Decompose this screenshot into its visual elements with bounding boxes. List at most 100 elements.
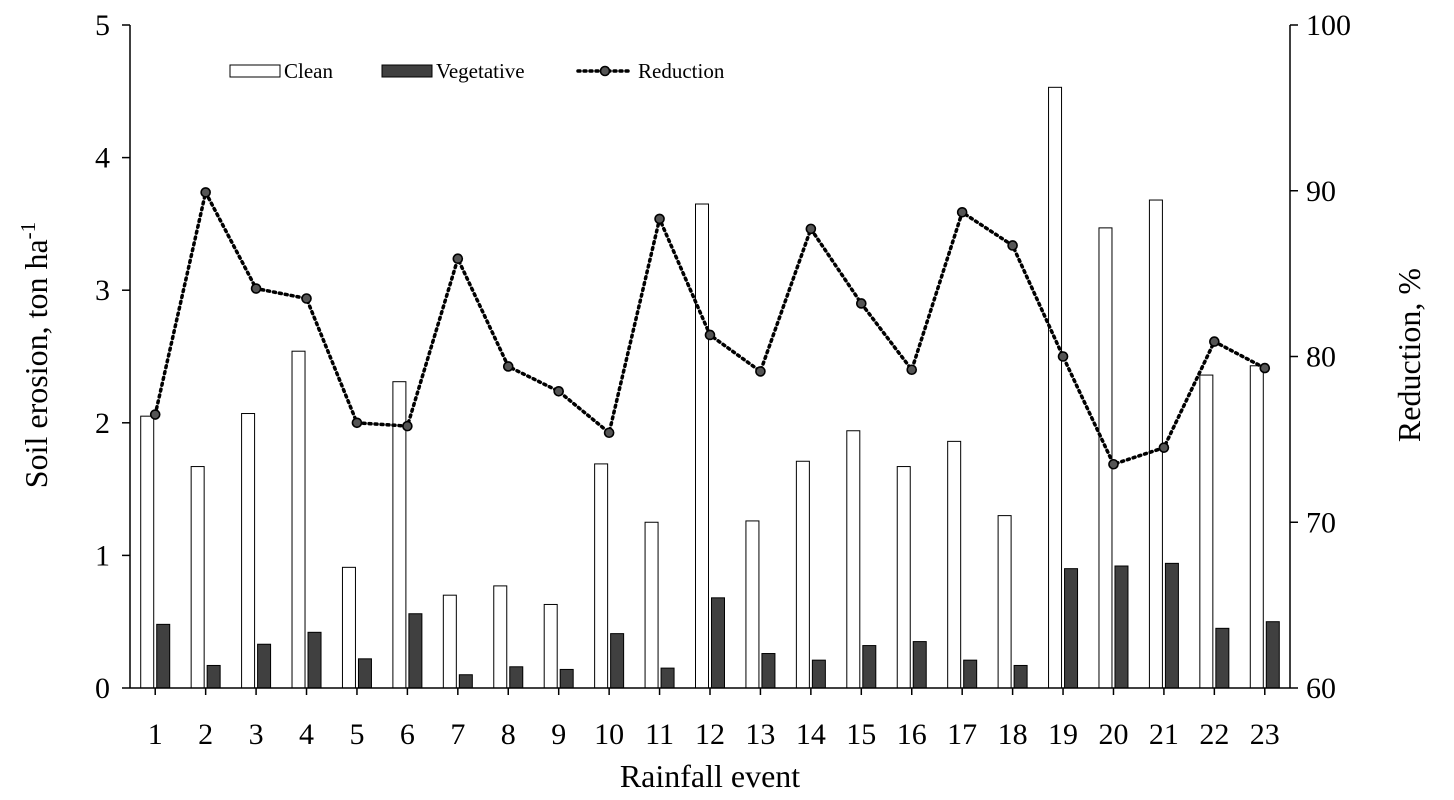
bar-vegetative-19: [1064, 568, 1079, 689]
bar-clean-19: [1048, 86, 1063, 689]
x-axis-title: Rainfall event: [620, 758, 800, 794]
x-tick-label-22: 22: [1199, 718, 1229, 751]
y2-tick-label-70: 70: [1306, 506, 1336, 539]
x-tick-label-2: 2: [198, 718, 213, 751]
x-tick-label-15: 15: [846, 718, 876, 751]
bar-vegetative-2: [206, 664, 221, 689]
bar-vegetative-11: [660, 667, 675, 689]
x-tick-label-5: 5: [349, 718, 364, 751]
x-tick-label-19: 19: [1048, 718, 1078, 751]
y-axis-title: Soil erosion, ton ha-1: [16, 222, 54, 488]
legend: Clean Vegetative Reduction: [229, 59, 725, 83]
axes: [122, 24, 1298, 695]
x-tick-label-18: 18: [998, 718, 1028, 751]
bar-vegetative-12: [711, 597, 725, 689]
x-tick-label-11: 11: [645, 718, 674, 751]
x-tick-label-8: 8: [501, 718, 516, 751]
y2-axis-title: Reduction, %: [1391, 268, 1427, 442]
bar-clean-11: [644, 521, 659, 689]
bar-vegetative-16: [912, 641, 927, 689]
reduction-point-3: [250, 283, 262, 294]
bar-vegetative-22: [1215, 627, 1230, 689]
clean-bars: [140, 86, 1264, 689]
x-tick-label-4: 4: [299, 718, 314, 751]
x-tick-label-10: 10: [594, 718, 624, 751]
reduction-point-6: [402, 420, 413, 432]
bar-clean-18: [997, 515, 1012, 689]
bar-vegetative-15: [862, 645, 877, 689]
reduction-point-8: [502, 361, 514, 372]
vegetative-bars: [156, 562, 1280, 689]
bar-clean-2: [190, 466, 205, 689]
bar-vegetative-23: [1265, 621, 1280, 689]
bar-clean-9: [543, 603, 558, 689]
y2-tick-label-80: 80: [1306, 341, 1336, 374]
y-axis-title-main: Soil erosion, ton ha: [18, 239, 54, 488]
bar-clean-4: [291, 350, 306, 689]
bar-clean-8: [493, 585, 508, 689]
bar-clean-17: [947, 440, 962, 689]
bar-vegetative-14: [811, 659, 826, 689]
bar-vegetative-18: [1013, 664, 1028, 689]
bar-clean-13: [745, 520, 760, 689]
reduction-point-22: [1209, 336, 1220, 347]
reduction-point-16: [906, 364, 918, 376]
reduction-point-10: [603, 427, 615, 439]
x-tick-label-1: 1: [148, 718, 163, 751]
reduction-point-20: [1108, 458, 1119, 470]
y-tick-label-3: 3: [95, 274, 110, 307]
reduction-point-13: [755, 366, 766, 377]
plot-area: [140, 86, 1280, 689]
reduction-line-group: [149, 187, 1271, 470]
bar-vegetative-5: [357, 658, 372, 689]
x-tick-label-3: 3: [249, 718, 264, 751]
y-axis-title-sup: -1: [16, 222, 40, 240]
y-tick-labels: 0 1 2 3 4 5: [95, 9, 110, 705]
bar-vegetative-10: [610, 633, 625, 689]
legend-label-vegetative: Vegetative: [436, 59, 525, 83]
bar-vegetative-6: [408, 613, 423, 689]
bar-clean-1: [140, 415, 155, 689]
bar-clean-22: [1199, 374, 1214, 689]
bar-vegetative-1: [156, 623, 171, 689]
bar-clean-16: [896, 466, 911, 689]
reduction-point-7: [452, 253, 464, 265]
bar-vegetative-21: [1164, 562, 1179, 689]
x-tick-label-13: 13: [745, 718, 775, 751]
bar-clean-14: [795, 460, 810, 689]
bar-clean-3: [241, 413, 256, 689]
reduction-point-18: [1007, 240, 1018, 251]
reduction-point-1: [149, 409, 161, 420]
y2-tick-label-100: 100: [1306, 9, 1351, 42]
y2-tick-label-60: 60: [1306, 672, 1336, 705]
reduction-point-17: [956, 206, 968, 218]
legend-swatch-vegetative: [381, 64, 433, 78]
reduction-point-14: [805, 223, 817, 235]
y-tick-label-5: 5: [95, 9, 110, 42]
reduction-point-2: [200, 187, 211, 198]
x-tick-label-6: 6: [400, 718, 415, 751]
reduction-point-9: [553, 386, 564, 397]
x-tick-label-14: 14: [796, 718, 826, 751]
bar-vegetative-8: [509, 666, 524, 689]
bar-vegetative-4: [307, 631, 322, 689]
bar-clean-10: [594, 463, 609, 689]
x-tick-label-23: 23: [1250, 718, 1280, 751]
x-tick-label-12: 12: [695, 718, 725, 751]
bar-clean-5: [341, 566, 356, 689]
y-tick-label-2: 2: [95, 407, 110, 440]
y-tick-label-1: 1: [95, 539, 110, 572]
y2-tick-labels: 60 70 80 90 100: [1306, 9, 1351, 705]
reduction-point-4: [301, 293, 312, 304]
x-tick-labels: 1 2 3 4 5 6 7 8 9 10 11 12 13 14 15 16 17 18 19 20 21 22 23: [148, 718, 1280, 751]
legend-label-reduction: Reduction: [638, 59, 725, 83]
x-tick-label-21: 21: [1149, 718, 1179, 751]
reduction-point-19: [1057, 351, 1069, 362]
reduction-line: [153, 187, 1267, 467]
y2-tick-label-90: 90: [1306, 175, 1336, 208]
y-tick-label-4: 4: [95, 142, 110, 175]
legend-swatch-reduction-marker: [599, 65, 611, 77]
bar-vegetative-3: [257, 643, 272, 689]
x-tick-label-9: 9: [551, 718, 566, 751]
